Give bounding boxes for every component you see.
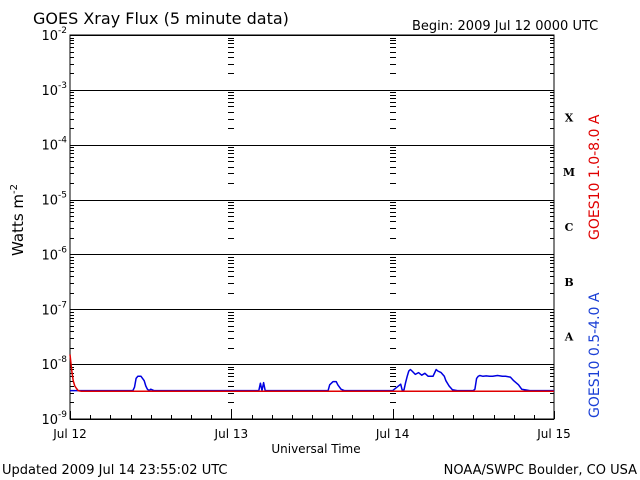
legend-series-red: GOES10 1.0-8.0 A: [587, 114, 603, 240]
x-axis-ticks: Jul 12 Jul 13 Jul 14 Jul 15: [52, 411, 571, 441]
svg-text:Watts m-2: Watts m-2: [9, 184, 27, 256]
begin-label: Begin: 2009 Jul 12 0000 UTC: [412, 19, 598, 34]
flare-class-label: A: [564, 331, 574, 344]
series-line-1: [70, 368, 554, 392]
series-lines: [69, 354, 554, 393]
x-tick-label: Jul 15: [536, 427, 571, 441]
x-tick-label: Jul 14: [375, 427, 410, 441]
x-tick-label: Jul 13: [214, 427, 249, 441]
y-tick-label: 10-9: [41, 410, 67, 428]
y-tick-label: 10-2: [41, 26, 67, 44]
y-tick-label: 10-7: [41, 300, 67, 318]
footer-updated: Updated 2009 Jul 14 23:55:02 UTC: [2, 463, 227, 478]
x-tick-label: Jul 12: [52, 427, 87, 441]
series-line-0: [69, 354, 554, 393]
y-tick-label: 10-5: [41, 191, 67, 209]
flare-class-label: B: [564, 276, 573, 289]
plot-frame: [69, 34, 555, 420]
y-tick-label: 10-6: [41, 245, 67, 263]
chart-title: GOES Xray Flux (5 minute data): [33, 9, 289, 28]
y-tick-label: 10-4: [41, 136, 67, 154]
grid: [70, 35, 554, 420]
y-axis-title: Watts m-2: [9, 184, 27, 256]
flare-class-labels: X M C B A: [563, 111, 575, 343]
flare-class-label: C: [565, 221, 574, 234]
day-markers: [228, 38, 396, 419]
y-axis-title-text: Watts m: [9, 194, 27, 256]
x-axis-title: Universal Time: [271, 442, 360, 456]
y-axis-ticks: 10-2 10-3 10-4 10-5 10-6 10-7 10-8 10-9: [41, 26, 554, 428]
y-tick-label: 10-3: [41, 81, 67, 99]
legend-series-blue: GOES10 0.5-4.0 A: [587, 292, 603, 418]
footer-source: NOAA/SWPC Boulder, CO USA: [444, 463, 637, 478]
y-tick-label: 10-8: [41, 355, 67, 373]
flare-class-label: M: [563, 166, 575, 179]
y-axis-title-sup: -2: [9, 184, 20, 194]
flare-class-label: X: [565, 111, 574, 124]
